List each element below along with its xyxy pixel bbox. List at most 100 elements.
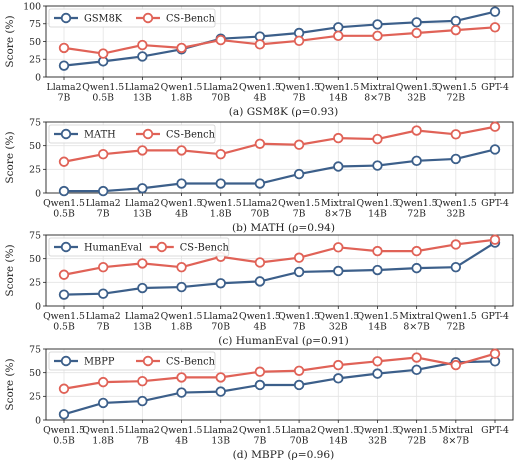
legend-label: CS-Bench [166, 356, 216, 367]
x-tick-label: Llama2 7B [125, 425, 160, 447]
data-point [58, 409, 70, 420]
x-tick-label: Qwen1.5 7B [278, 198, 320, 220]
data-point [58, 383, 70, 394]
legend-label: CS-Bench [166, 129, 216, 140]
x-tick-label: GPT-4 [481, 198, 509, 209]
x-tick-label: Llama2 13B [125, 82, 160, 104]
data-point [137, 282, 148, 294]
legend-label: MATH [84, 129, 116, 140]
data-point [489, 144, 501, 155]
y-tick-label: 75 [29, 344, 41, 355]
data-point [333, 22, 344, 33]
legend-label: CS-Bench [180, 242, 230, 253]
series-cs-bench [58, 348, 501, 394]
data-point [215, 178, 226, 189]
data-point [176, 281, 187, 293]
y-axis-label: Score (%) [4, 131, 16, 183]
data-point [411, 262, 422, 274]
legend-label: HumanEval [84, 242, 142, 253]
data-point [293, 266, 305, 278]
data-point [97, 288, 109, 299]
series-line [63, 238, 496, 276]
data-point [489, 348, 501, 359]
data-point [97, 376, 109, 388]
series-line [63, 26, 496, 55]
y-tick-label: 50 [29, 141, 41, 152]
legend-swatch-marker [60, 128, 72, 140]
data-point [372, 30, 383, 42]
x-tick-label: Qwen1.5 7B [239, 425, 281, 447]
data-point [411, 27, 422, 39]
data-point [97, 397, 109, 409]
legend: GSM8K CS-Bench [48, 8, 216, 28]
data-point [372, 245, 383, 257]
legend-label: MBPP [84, 356, 115, 367]
y-axis-label: Score (%) [4, 244, 16, 296]
data-point [254, 257, 266, 268]
x-tick-label: Qwen1.5 1.8B [161, 82, 203, 104]
x-tick-label: Qwen1.5 72B [435, 82, 477, 104]
data-point [137, 51, 148, 62]
x-tick-label: Qwen1.5 0.5B [82, 82, 124, 104]
data-point [293, 252, 305, 263]
data-point [489, 22, 501, 33]
data-point [58, 156, 70, 167]
x-tick-label: Qwen1.5 14B [357, 311, 399, 333]
y-tick-label: 50 [29, 37, 41, 48]
data-point [97, 185, 109, 197]
data-point [137, 39, 148, 51]
x-tick-label: Qwen1.5 1.8B [82, 425, 124, 447]
legend-swatch-marker [60, 241, 72, 253]
data-point [411, 352, 422, 363]
x-tick-label: Qwen1.5 14B [357, 198, 399, 220]
x-tick-label: GPT-4 [481, 311, 509, 322]
data-point [254, 138, 266, 149]
series-line [63, 125, 496, 163]
x-tick-label: Qwen1.5 0.5B [43, 198, 85, 220]
x-tick-label: Qwen1.5 7B [278, 311, 320, 333]
data-point [293, 168, 305, 180]
panel-caption: (b) MATH (ρ=0.94) [232, 222, 335, 234]
data-point [333, 373, 344, 384]
legend-box [48, 124, 216, 144]
y-tick-label: 25 [29, 55, 41, 66]
x-tick-label: Qwen1.5 14B [317, 82, 359, 104]
data-point [450, 129, 462, 140]
y-tick-label: 50 [29, 368, 41, 379]
x-tick-label: Qwen1.5 7B [278, 82, 320, 104]
x-tick-label: Qwen1.5 32B [396, 82, 438, 104]
panel-caption: (c) HumanEval (ρ=0.91) [218, 335, 349, 347]
series-line [63, 241, 496, 296]
x-tick-label: Mixtral 8×7B [439, 425, 473, 447]
y-tick-label: 100 [23, 1, 41, 12]
panel-caption: (d) MBPP (ρ=0.96) [233, 449, 335, 460]
data-point [97, 48, 109, 59]
data-point [97, 148, 109, 160]
data-point [372, 19, 383, 30]
data-point [215, 278, 226, 289]
x-tick-label: Llama2 7B [86, 311, 121, 333]
data-point [137, 183, 148, 194]
data-point [372, 133, 383, 145]
data-point [137, 258, 148, 269]
x-tick-label: Llama2 13B [125, 311, 160, 333]
legend: MBPP CS-Bench [48, 351, 216, 371]
data-point [58, 42, 70, 54]
x-tick-label: Qwen1.5 4B [161, 198, 203, 220]
y-tick-label: 0 [35, 415, 41, 426]
data-point [293, 365, 305, 376]
legend-swatch-marker [60, 355, 72, 367]
x-tick-label: Qwen1.5 32B [317, 311, 359, 333]
data-point [137, 145, 148, 156]
legend-label: CS-Bench [166, 13, 216, 24]
x-tick-label: Mixtral 8×7B [399, 311, 433, 333]
data-point [137, 375, 148, 387]
x-tick-label: Llama2 70B [242, 198, 277, 220]
data-point [450, 15, 462, 27]
legend-label: GSM8K [84, 13, 123, 24]
data-point [450, 359, 462, 371]
data-point [97, 261, 109, 273]
series-mbpp [58, 356, 501, 420]
